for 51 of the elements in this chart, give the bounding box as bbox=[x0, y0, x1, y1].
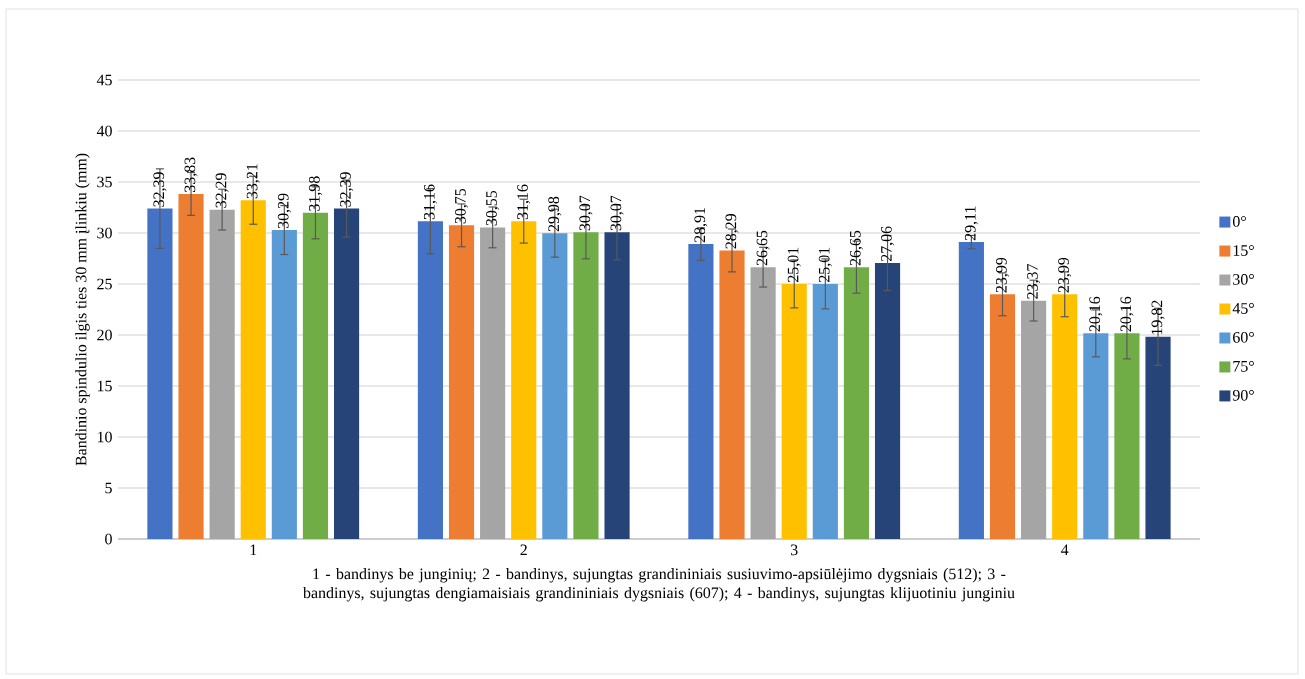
data-label: 33,21 bbox=[246, 164, 260, 199]
data-label: 30,07 bbox=[610, 195, 624, 231]
x-tick-label: 1 bbox=[250, 544, 257, 556]
data-label: 26,65 bbox=[849, 230, 863, 266]
y-tick-label: 5 bbox=[105, 482, 112, 494]
data-label: 31,16 bbox=[423, 184, 437, 220]
data-label: 30,55 bbox=[486, 190, 500, 226]
data-label: 31,16 bbox=[517, 184, 531, 220]
data-label: 28,29 bbox=[725, 214, 739, 249]
data-label: 25,01 bbox=[787, 247, 801, 282]
data-label: 23,99 bbox=[1058, 257, 1072, 293]
data-label: 30,07 bbox=[579, 195, 593, 231]
y-tick-label: 10 bbox=[97, 431, 112, 443]
data-label: 30,29 bbox=[277, 193, 291, 229]
data-label: 28,91 bbox=[694, 208, 708, 243]
y-axis-title: Bandinio spindulio ilgis ties 30 mm įlinkiu (mm) bbox=[75, 153, 90, 466]
y-tick-label: 25 bbox=[97, 278, 112, 290]
legend-label: 90° bbox=[1232, 389, 1254, 401]
data-label: 30,75 bbox=[455, 188, 469, 224]
data-label: 26,65 bbox=[756, 230, 770, 266]
y-tick-label: 35 bbox=[97, 176, 112, 188]
data-label: 20,16 bbox=[1089, 296, 1103, 332]
legend-label: 45° bbox=[1232, 303, 1254, 314]
data-label: 29,98 bbox=[548, 196, 562, 232]
legend-label: 30° bbox=[1233, 274, 1254, 285]
y-tick-label: 15 bbox=[97, 380, 112, 392]
x-tick-label: 2 bbox=[520, 544, 527, 556]
y-tick-label: 45 bbox=[96, 74, 112, 86]
data-label: 32,39 bbox=[340, 172, 354, 207]
data-label: 19,82 bbox=[1151, 300, 1165, 335]
y-tick-label: 40 bbox=[96, 125, 112, 137]
legend-label: 60° bbox=[1233, 331, 1254, 343]
y-tick-label: 20 bbox=[97, 329, 112, 341]
legend-label: 15° bbox=[1233, 245, 1254, 256]
data-label: 23,37 bbox=[1027, 264, 1041, 299]
data-label: 29,11 bbox=[964, 206, 978, 241]
y-tick-label: 0 bbox=[105, 533, 112, 545]
legend-label: 75° bbox=[1233, 360, 1254, 372]
legend-label: 0° bbox=[1232, 216, 1246, 227]
data-label: 25,01 bbox=[818, 247, 832, 282]
data-label: 32,39 bbox=[153, 172, 167, 207]
x-tick-label: 3 bbox=[791, 544, 798, 556]
data-label: 27,06 bbox=[881, 226, 895, 262]
data-label: 32,29 bbox=[215, 173, 229, 208]
data-label: 33,83 bbox=[184, 157, 198, 192]
data-label: 23,99 bbox=[996, 257, 1009, 293]
data-label: 20,16 bbox=[1120, 296, 1134, 332]
x-tick-label: 4 bbox=[1061, 544, 1069, 556]
data-label: 31,98 bbox=[308, 176, 322, 211]
y-tick-label: 30 bbox=[97, 227, 112, 239]
x-axis-title: 1 - bandinys be junginių; 2 - bandinys, sujungtas grandininiais susiuvimo-apsiūlėjimo dygsniais (512); 3 - bandinys, sujungtas dengiamaisiais grandininiais dygsniais (607); 4 - bandinys, sujungtas klijuotiniu junginiu bbox=[303, 568, 1015, 602]
